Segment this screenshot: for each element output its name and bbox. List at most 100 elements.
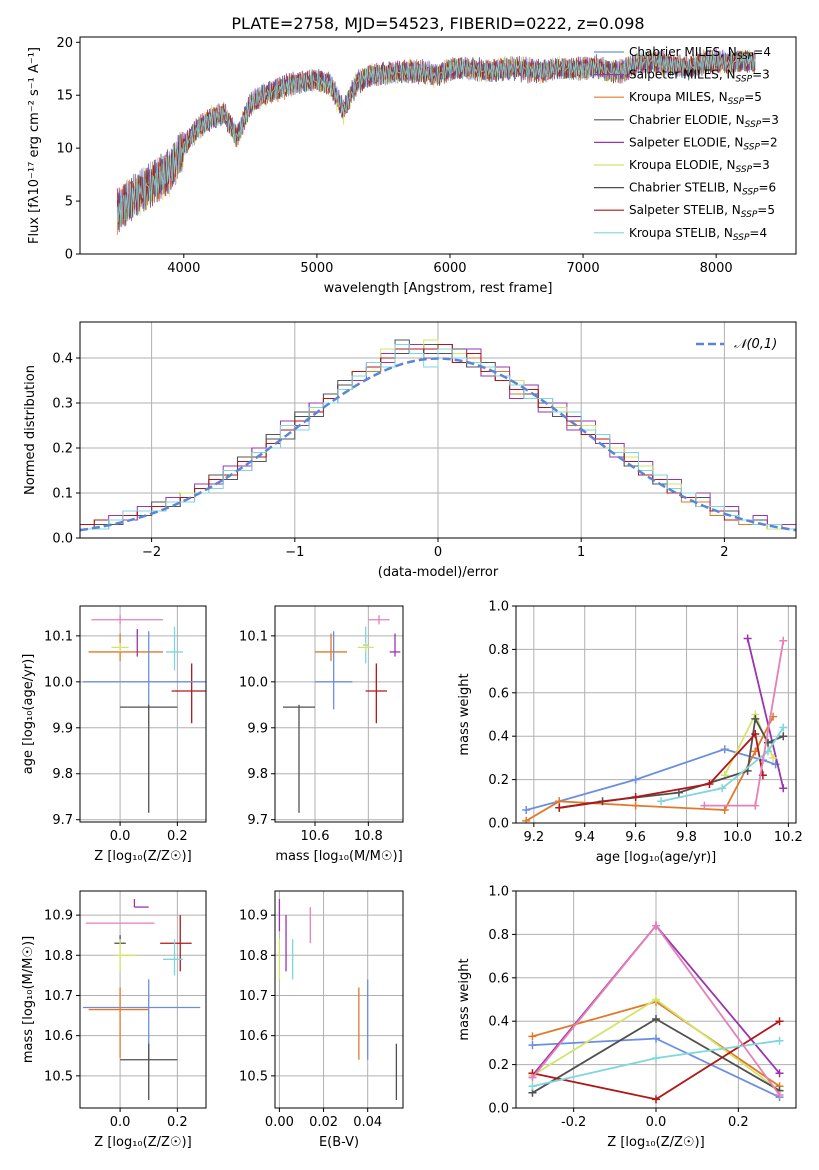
y-axis-label: age [log₁₀(age/yr)]	[21, 654, 36, 775]
weight-marker	[775, 1090, 784, 1099]
y-tick-label: 0.3	[52, 397, 73, 412]
weight-marker	[528, 1073, 537, 1082]
weight-marker	[779, 784, 788, 793]
error-bar	[111, 642, 129, 652]
massweight_vs_Z-plot-area	[528, 921, 784, 1104]
x-tick-label: 6000	[433, 261, 466, 276]
weight-marker	[555, 803, 564, 812]
y-tick-label: 10.0	[239, 675, 268, 690]
x-tick-label: 0.2	[167, 829, 188, 844]
weight-marker	[528, 1082, 537, 1091]
weight-marker	[779, 732, 788, 741]
weight-marker	[652, 1034, 660, 1043]
weight-marker	[769, 753, 778, 762]
y-tick-label: 10.0	[44, 675, 73, 690]
x-axis-label: Z [log₁₀(Z/Z☉)]	[94, 849, 191, 864]
x-axis-label: mass [log₁₀(M/M☉)]	[275, 849, 402, 864]
legend-label: Salpeter STELIB, NSSP=5	[629, 203, 775, 220]
y-tick-label: 9.7	[247, 813, 268, 828]
y-tick-label: 9.8	[247, 767, 268, 782]
y-tick-label: 10.8	[44, 949, 73, 964]
legend-label: Salpeter ELODIE, NSSP=2	[629, 135, 778, 152]
legend-label: Chabrier ELODIE, NSSP=3	[629, 113, 779, 130]
y-tick-label: 0.4	[488, 730, 509, 745]
spectrum-title: PLATE=2758, MJD=54523, FIBERID=0222, z=0…	[231, 14, 644, 33]
weight-marker	[631, 792, 640, 801]
axes-frame	[515, 890, 797, 1109]
x-tick-label: 0.0	[646, 1115, 667, 1130]
x-tick-label: 10.2	[774, 830, 803, 845]
error-bar	[163, 939, 184, 976]
x-tick-label: 9.8	[676, 830, 697, 845]
weight-marker	[652, 995, 660, 1004]
axes-frame	[79, 605, 207, 823]
legend-label: Salpeter MILES, NSSP=3	[629, 68, 770, 85]
y-tick-label: 0.2	[52, 442, 73, 457]
error-bar	[165, 626, 184, 671]
x-tick-label: 0.02	[309, 1115, 338, 1130]
massweight_vs_age-axes: 9.2 9.4 9.6 9.8 10.0 10.2 0.0 0.2 0.4 0.6 0.8 1.0 ag…	[457, 600, 803, 866]
age_vs_Z-plot-area	[82, 615, 206, 813]
weight-marker	[631, 775, 640, 784]
legend-label: 𝒩(0,1)	[734, 337, 777, 352]
error-bar	[114, 939, 138, 972]
residuals-plot-area	[80, 339, 796, 538]
weight-marker	[720, 745, 729, 754]
weight-marker	[528, 1041, 537, 1050]
y-tick-label: 9.7	[52, 813, 73, 828]
y-tick-label: 0.6	[488, 971, 509, 986]
age_vs_mass-plot-area	[283, 615, 401, 813]
x-tick-label: 5000	[300, 261, 333, 276]
weight-marker	[657, 797, 666, 806]
y-tick-label: 5	[65, 195, 73, 210]
weight-marker	[751, 730, 760, 739]
mass_vs_EBV-axes: 0.00 0.02 0.04 10.5 10.6 10.7 10.8 10.9 E(B-V)	[239, 890, 404, 1150]
y-tick-label: 10.7	[44, 989, 73, 1004]
x-tick-label: −1	[285, 545, 304, 560]
x-tick-label: 2	[720, 545, 728, 560]
error-bar	[91, 615, 164, 625]
y-tick-label: 9.9	[52, 721, 73, 736]
mass_vs_Z-axes: 0.0 0.2 10.5 10.6 10.7 10.8 10.9 Z [log₁₀(Z/Z☉)…	[21, 890, 207, 1150]
x-tick-label: 10.0	[723, 830, 752, 845]
error-bar	[120, 1043, 178, 1100]
x-tick-label: -0.2	[561, 1115, 586, 1130]
x-tick-label: 9.6	[625, 830, 646, 845]
y-tick-label: 10.7	[239, 989, 268, 1004]
error-bar	[133, 899, 149, 908]
legend-label: Chabrier MILES, NSSP=4	[629, 45, 771, 62]
y-tick-label: 1.0	[488, 885, 509, 900]
y-tick-label: 0.4	[488, 1015, 509, 1030]
y-axis-label: Flux [fλ10⁻¹⁷ erg cm⁻² s⁻¹ A⁻¹]	[27, 47, 42, 244]
massweight_vs_Z-axes: -0.2 0.0 0.2 0.0 0.2 0.4 0.6 0.8 1.0 Z [log₁₀(Z/Z…	[457, 885, 797, 1150]
axes-frame	[79, 321, 797, 539]
weight-marker	[779, 636, 788, 645]
age_vs_mass-axes: 10.6 10.8 9.7 9.8 9.9 10.0 10.1 mass [log₁₀(M/M…	[239, 605, 404, 864]
error-bar	[365, 663, 387, 724]
y-tick-label: 0.0	[52, 532, 73, 547]
y-tick-label: 10.5	[239, 1069, 268, 1084]
weight-marker	[631, 801, 640, 810]
x-tick-label: 10.6	[301, 829, 330, 844]
x-axis-label: age [log₁₀(age/yr)]	[596, 850, 717, 865]
x-tick-label: 0.2	[167, 1115, 188, 1130]
legend-label: Chabrier STELIB, NSSP=6	[629, 181, 776, 198]
error-bar	[389, 633, 401, 657]
x-tick-label: 0.2	[728, 1115, 749, 1130]
weight-marker	[751, 714, 760, 723]
error-bar	[171, 663, 206, 724]
axes-frame	[274, 890, 404, 1109]
x-tick-label: 0	[434, 545, 442, 560]
weight-marker	[652, 1015, 660, 1024]
error-bar	[82, 979, 201, 1060]
weight-marker	[705, 779, 714, 788]
x-tick-label: −2	[142, 545, 161, 560]
axes-frame	[79, 890, 207, 1109]
y-tick-label: 9.9	[247, 721, 268, 736]
error-bar	[88, 987, 149, 1058]
error-bar	[368, 615, 390, 625]
spectrum-axes: 4000 5000 6000 7000 8000 0 5 10 15 20 wavelength […	[27, 36, 797, 296]
x-tick-label: 9.4	[574, 830, 595, 845]
weight-marker	[775, 1069, 784, 1078]
